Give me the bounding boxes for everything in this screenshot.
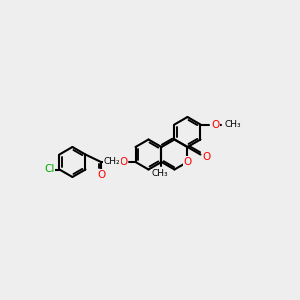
Text: CH₂: CH₂ bbox=[104, 157, 121, 166]
Text: O: O bbox=[211, 119, 220, 130]
Text: Cl: Cl bbox=[44, 164, 55, 175]
Text: CH₃: CH₃ bbox=[224, 120, 241, 129]
Text: CH₃: CH₃ bbox=[152, 169, 168, 178]
Text: O: O bbox=[97, 170, 105, 180]
Text: O: O bbox=[183, 157, 192, 167]
Text: O: O bbox=[202, 152, 211, 162]
Text: O: O bbox=[119, 157, 128, 167]
